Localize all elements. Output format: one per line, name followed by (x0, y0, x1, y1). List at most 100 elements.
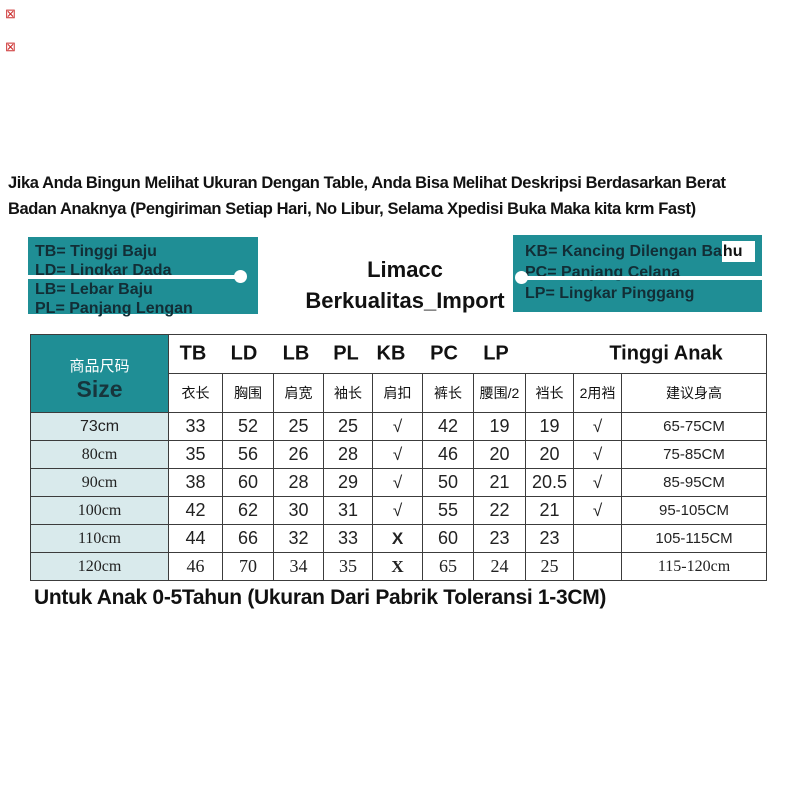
cell-lp: 23 (473, 524, 526, 553)
table-row-110cm: 110cm 44 66 32 33 X 60 23 23 105-115CM (30, 524, 768, 553)
corner-label-cn: 商品尺码 (69, 357, 130, 375)
cell-tb: 33 (168, 412, 223, 441)
cell-pl: 28 (323, 440, 373, 469)
cell-kb-check: √ (372, 468, 423, 497)
cell-tb: 42 (168, 496, 223, 525)
broken-image-icon: ⊠ (5, 39, 16, 54)
cell-pc: 50 (422, 468, 474, 497)
cn-header-xiuchang: 袖长 (323, 373, 373, 413)
cell-lp: 19 (473, 412, 526, 441)
cell-2yong-check: √ (573, 496, 622, 525)
cell-pl: 33 (323, 524, 373, 553)
table-row-80cm: 80cm 35 56 26 28 √ 46 20 20 √ 75-85CM (30, 440, 768, 469)
brand-line-2: Berkualitas_Import (305, 288, 505, 313)
cell-tb: 35 (168, 440, 223, 469)
cell-kb-cross: X (372, 524, 423, 553)
cell-ld: 70 (222, 552, 274, 581)
cell-kb-check: √ (372, 412, 423, 441)
brand-line-1: Limacc (367, 257, 443, 282)
cell-2yong-check: √ (573, 468, 622, 497)
latin-header-cell: TB LD LB PL KB PC LP Tinggi Anak (167, 334, 768, 374)
size-label: 120cm (30, 552, 169, 581)
cell-ld: 56 (222, 440, 274, 469)
cn-header-jianyi-shengao: 建议身高 (620, 373, 768, 413)
cell-pl: 25 (323, 412, 373, 441)
white-dot (515, 271, 528, 284)
footer-note: Untuk Anak 0-5Tahun (Ukuran Dari Pabrik … (34, 586, 607, 609)
cell-2yong-empty (573, 524, 622, 553)
broken-image-icon: ⊠ (5, 6, 16, 21)
cn-header-2yongdang: 2用裆 (573, 373, 622, 413)
table-corner-cell: 商品尺码 Size (30, 334, 169, 413)
size-label: 110cm (30, 524, 169, 553)
table-header-cn-row: 衣长 胸围 肩宽 袖长 肩扣 裤长 腰围/2 裆长 2用裆 建议身高 (31, 373, 768, 413)
legend-item-ld: LD= Lingkar Dada (35, 262, 172, 279)
legend-item-lb: LB= Lebar Baju (35, 281, 153, 298)
cell-kb-check: √ (372, 440, 423, 469)
cell-lp: 22 (473, 496, 526, 525)
cell-lp: 20 (473, 440, 526, 469)
cell-pc: 46 (422, 440, 474, 469)
size-label: 100cm (30, 496, 169, 525)
table-row-73cm: 73cm 33 52 25 25 √ 42 19 19 √ 65-75CM (30, 412, 768, 441)
cell-lp: 24 (473, 552, 526, 581)
cell-tb: 46 (168, 552, 223, 581)
corner-label-size: Size (76, 375, 123, 402)
cn-header-jiankou: 肩扣 (372, 373, 423, 413)
cell-lb: 25 (273, 412, 324, 441)
legend-item-kb: KB= Kancing Dilengan Bahu (525, 241, 762, 262)
legend-right-box: KB= Kancing Dilengan Bahu PC= Panjang Ce… (513, 235, 762, 312)
cell-kb-cross: X (372, 552, 423, 581)
cell-2yong-check: √ (573, 412, 622, 441)
white-strike-line (521, 276, 762, 280)
col-header-pl: PL (333, 342, 359, 365)
size-table: 商品尺码 Size TB LD LB PL KB PC LP Tinggi An… (30, 334, 768, 581)
cell-lb: 30 (273, 496, 324, 525)
legend-left-box: TB= Tinggi Baju LD= Lingkar Dada LB= Leb… (28, 237, 258, 317)
cell-pl: 35 (323, 552, 373, 581)
cell-dang: 19 (525, 412, 574, 441)
col-header-kb: KB (376, 342, 406, 365)
cell-kb-check: √ (372, 496, 423, 525)
table-row-90cm: 90cm 38 60 28 29 √ 50 21 20.5 √ 85-95CM (30, 468, 768, 497)
cn-header-yaowei: 腰围/2 (473, 373, 526, 413)
cell-dang: 25 (525, 552, 574, 581)
cell-2yong-empty (573, 552, 622, 581)
cell-height-range: 75-85CM (620, 440, 768, 469)
legend-item-pl: PL= Panjang Lengan (35, 300, 193, 317)
cell-height-range: 95-105CM (620, 496, 768, 525)
cell-lp: 21 (473, 468, 526, 497)
cell-height-range: 105-115CM (620, 524, 768, 553)
cell-dang: 20.5 (525, 468, 574, 497)
size-label: 73cm (30, 412, 169, 441)
cell-height-range: 65-75CM (620, 412, 768, 441)
col-header-tb: TB (179, 342, 207, 365)
cell-ld: 52 (222, 412, 274, 441)
table-header-latin-row: 商品尺码 Size TB LD LB PL KB PC LP Tinggi An… (30, 334, 768, 413)
cn-header-jiankuan: 肩宽 (273, 373, 324, 413)
white-strike-line (28, 275, 240, 279)
table-row-100cm: 100cm 42 62 30 31 √ 55 22 21 √ 95-105CM (30, 496, 768, 525)
cell-height-range: 115-120cm (620, 552, 768, 581)
intro-line-2: Badan Anaknya (Pengiriman Setiap Hari, N… (8, 200, 696, 218)
col-header-pc: PC (430, 342, 458, 365)
brand-title: Limacc Berkualitas_Import (255, 254, 555, 316)
cell-pl: 31 (323, 496, 373, 525)
cell-pc: 55 (422, 496, 474, 525)
cell-lb: 26 (273, 440, 324, 469)
intro-paragraph: Jika Anda Bingun Melihat Ukuran Dengan T… (8, 170, 794, 222)
intro-line-1: Jika Anda Bingun Melihat Ukuran Dengan T… (8, 174, 726, 192)
cell-dang: 20 (525, 440, 574, 469)
legend-kb-highlight: hu (721, 241, 755, 262)
cell-ld: 66 (222, 524, 274, 553)
cell-ld: 62 (222, 496, 274, 525)
cn-header-dangchang: 裆长 (525, 373, 574, 413)
size-label: 80cm (30, 440, 169, 469)
cn-header-yichang: 衣长 (168, 373, 223, 413)
cell-dang: 23 (525, 524, 574, 553)
cell-tb: 38 (168, 468, 223, 497)
cell-dang: 21 (525, 496, 574, 525)
col-header-lb: LB (282, 342, 310, 365)
cell-lb: 32 (273, 524, 324, 553)
legend-item-tb: TB= Tinggi Baju (35, 243, 157, 260)
